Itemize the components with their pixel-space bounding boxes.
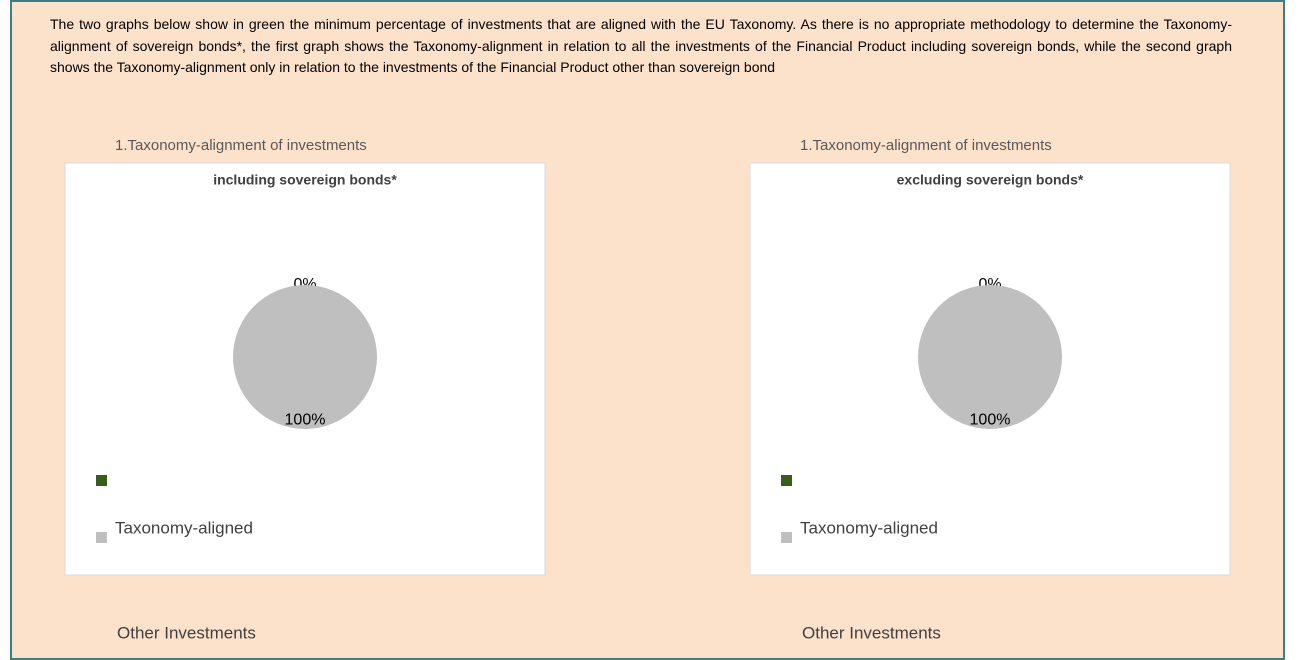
legend-swatch: [96, 475, 107, 486]
intro-text: The two graphs below show in green the m…: [50, 16, 1232, 75]
chart-heading: 1.Taxonomy-alignment of investments: [115, 137, 367, 154]
legend-swatch: [781, 475, 792, 486]
chart-heading: 1.Taxonomy-alignment of investments: [800, 137, 1052, 154]
pie-slice: [233, 285, 377, 429]
chart-title: including sovereign bonds*: [213, 172, 397, 188]
legend-label: Other Investments: [117, 623, 256, 642]
pie-slice: [918, 285, 1062, 429]
data-label: 100%: [970, 412, 1011, 429]
chart-title: excluding sovereign bonds*: [897, 172, 1084, 188]
legend-label: Other Investments: [802, 623, 941, 642]
legend-label: Taxonomy-aligned: [800, 518, 938, 537]
data-label: 100%: [285, 412, 326, 429]
legend-swatch: [96, 532, 107, 543]
legend-label: Taxonomy-aligned: [115, 518, 253, 537]
legend-swatch: [781, 532, 792, 543]
